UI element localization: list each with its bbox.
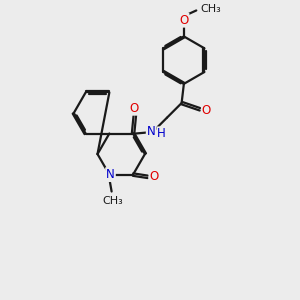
Text: H: H [157, 127, 166, 140]
Text: CH₃: CH₃ [200, 4, 221, 14]
Text: O: O [202, 104, 211, 117]
Text: O: O [149, 170, 159, 183]
Text: O: O [129, 102, 138, 115]
Text: O: O [179, 14, 188, 27]
Text: CH₃: CH₃ [102, 196, 123, 206]
Text: N: N [106, 168, 115, 181]
Text: N: N [147, 125, 155, 138]
